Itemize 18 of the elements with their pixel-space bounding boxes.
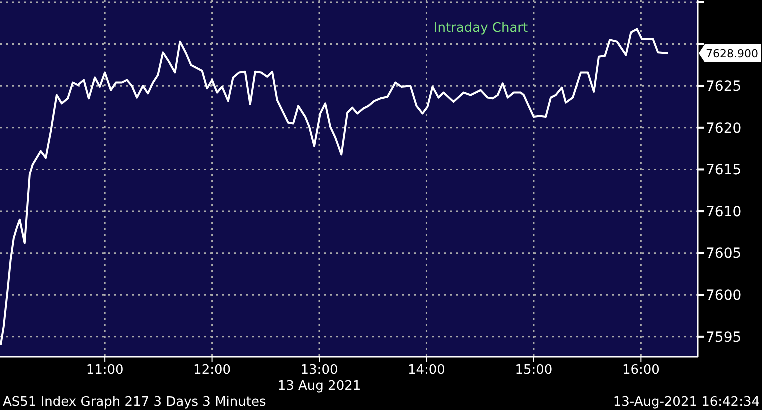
text: AS51 Index Graph 217 3 Days 3 Minutes <box>3 395 266 410</box>
y-tick-label: 7595 <box>706 330 742 346</box>
x-tick-label: 13:00 <box>300 363 338 378</box>
y-tick-label: 7610 <box>706 204 742 220</box>
x-tick-label: 11:00 <box>86 363 124 378</box>
x-tick-label: 16:00 <box>622 363 660 378</box>
x-axis-title: 13 Aug 2021 <box>278 379 362 394</box>
y-tick-label: 7605 <box>706 246 742 262</box>
y-tick-label: 7615 <box>706 162 742 179</box>
x-tick-label: 12:00 <box>194 363 232 378</box>
y-tick-label: 7625 <box>706 79 742 96</box>
x-tick-label: 15:00 <box>515 363 553 378</box>
text: 7628.900 <box>706 47 758 60</box>
x-tick-label: 14:00 <box>408 363 446 378</box>
y-tick-label: 7620 <box>706 120 742 137</box>
text: 13-Aug-2021 16:42:34 <box>613 395 760 410</box>
y-tick-label: 7600 <box>706 288 742 304</box>
text: Intraday Chart <box>434 21 528 36</box>
